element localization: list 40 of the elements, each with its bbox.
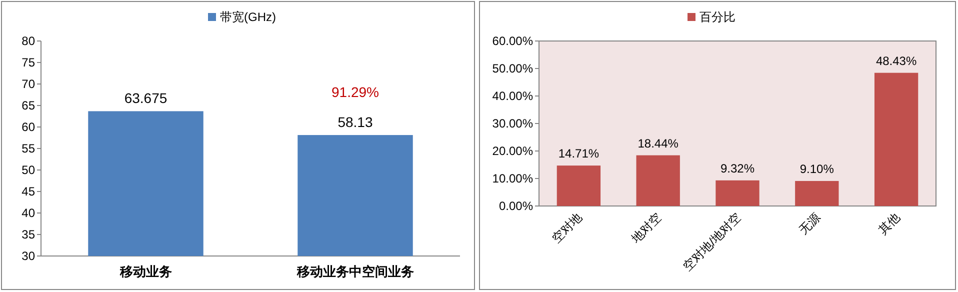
legend-label: 带宽(GHz) — [220, 10, 276, 24]
x-tick-label: 无源 — [796, 210, 824, 238]
annotation: 91.29% — [332, 84, 379, 100]
y-tick-label: 55 — [22, 142, 36, 156]
bar — [636, 155, 680, 206]
data-label: 48.43% — [876, 54, 917, 68]
x-tick-label: 地对空 — [628, 210, 664, 246]
data-label: 58.13 — [338, 114, 373, 130]
x-tick-label: 移动业务中空间业务 — [296, 264, 414, 279]
y-tick-label: 20.00% — [492, 144, 534, 158]
y-tick-label: 10.00% — [492, 172, 534, 186]
data-label: 63.675 — [124, 90, 168, 106]
y-tick-label: 60 — [22, 120, 36, 134]
y-tick-label: 70 — [22, 77, 36, 91]
y-tick-label: 80 — [22, 34, 36, 48]
y-tick-label: 30 — [22, 249, 36, 263]
legend-label: 百分比 — [700, 10, 736, 24]
y-tick-label: 40 — [22, 206, 36, 220]
data-label: 14.71% — [558, 146, 600, 161]
x-tick-label: 空对地/地对空 — [680, 210, 744, 274]
bar — [716, 180, 760, 206]
y-tick-label: 45 — [22, 184, 36, 198]
y-tick-label: 60.00% — [492, 34, 534, 48]
y-tick-label: 50.00% — [492, 62, 534, 76]
y-tick-label: 30.00% — [492, 116, 534, 130]
x-tick-label: 空对地 — [549, 210, 585, 246]
data-label: 9.32% — [720, 161, 755, 176]
data-label: 18.44% — [638, 136, 679, 150]
y-tick-label: 75 — [22, 56, 36, 70]
bar — [874, 72, 918, 206]
y-tick-label: 50 — [22, 163, 36, 177]
y-tick-label: 35 — [22, 228, 36, 242]
bar — [795, 180, 839, 206]
x-tick-label: 其他 — [876, 210, 902, 238]
y-tick-label: 40.00% — [492, 89, 534, 103]
y-tick-label: 65 — [22, 98, 36, 112]
y-tick-label: 0.00% — [498, 199, 534, 213]
bar — [556, 166, 601, 206]
data-label: 9.10% — [800, 162, 834, 176]
x-tick-label: 移动业务 — [118, 264, 172, 279]
